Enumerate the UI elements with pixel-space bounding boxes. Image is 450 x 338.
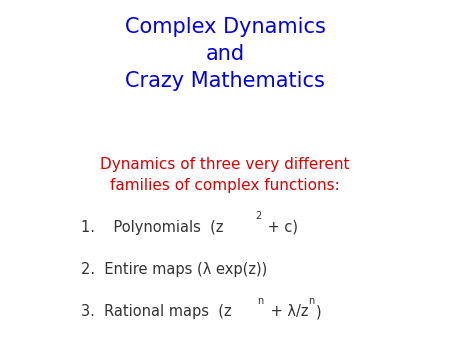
Text: + c): + c): [263, 220, 298, 235]
Text: ): ): [316, 304, 322, 319]
Text: n: n: [308, 296, 315, 306]
Text: Complex Dynamics
and
Crazy Mathematics: Complex Dynamics and Crazy Mathematics: [125, 17, 325, 91]
Text: 3.  Rational maps  (z: 3. Rational maps (z: [81, 304, 232, 319]
Text: n: n: [257, 296, 264, 306]
Text: + λ/z: + λ/z: [266, 304, 308, 319]
Text: 2: 2: [255, 211, 261, 221]
Text: 2.  Entire maps (λ exp(z)): 2. Entire maps (λ exp(z)): [81, 262, 267, 277]
Text: 1.    Polynomials  (z: 1. Polynomials (z: [81, 220, 224, 235]
Text: Dynamics of three very different
families of complex functions:: Dynamics of three very different familie…: [100, 157, 350, 193]
